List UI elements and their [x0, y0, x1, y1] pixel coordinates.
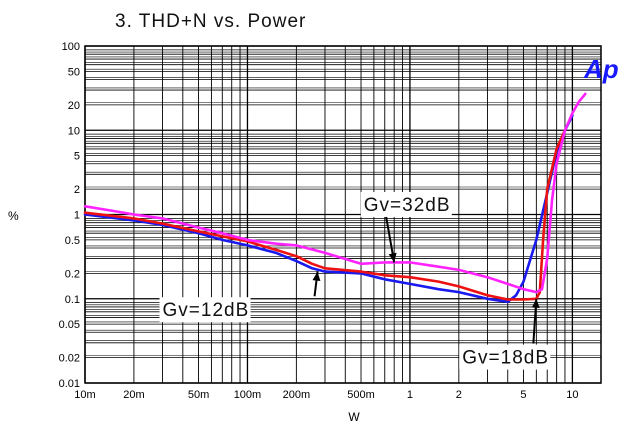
- annotation-label: Gv=32dB: [364, 195, 451, 216]
- x-tick-label: 100m: [234, 389, 262, 401]
- y-tick-label: 0.5: [65, 235, 80, 247]
- annotation-box: [159, 297, 251, 323]
- y-tick-label: 1: [74, 210, 80, 222]
- y-axis-label: %: [8, 209, 19, 223]
- y-tick-label: 50: [68, 66, 80, 78]
- series-group: [83, 92, 587, 304]
- annotation-arrowhead: [388, 252, 397, 263]
- y-tick-label: 0.01: [59, 378, 80, 390]
- y-tick-label: 2: [74, 184, 80, 196]
- annotation-label: Gv=18dB: [462, 348, 549, 369]
- annotation-arrowhead: [531, 298, 540, 308]
- x-axis-label: W: [348, 410, 360, 424]
- x-tick-label: 20m: [123, 389, 144, 401]
- y-tick-label: 0.05: [59, 319, 80, 331]
- annotation-arrowhead: [312, 271, 321, 281]
- x-tick-labels: 10m 20m 50m 100m 200m 500m 1 2 5 10: [74, 389, 578, 401]
- y-tick-label: 5: [74, 151, 80, 163]
- x-tick-label: 10: [566, 389, 578, 401]
- annotation-box: [360, 192, 452, 218]
- y-tick-label: 100: [62, 41, 80, 53]
- y-tick-label: 20: [68, 100, 80, 112]
- annotation-box: [459, 344, 551, 370]
- chart-title: 3. THD+N vs. Power: [115, 11, 306, 32]
- grid: [84, 45, 602, 384]
- series-line-2: [83, 92, 587, 294]
- annotation-label: Gv=12dB: [163, 300, 250, 321]
- x-tick-label: 1: [407, 389, 413, 401]
- x-tick-label: 500m: [347, 389, 375, 401]
- y-tick-label: 0.02: [59, 353, 80, 365]
- x-tick-label: 5: [520, 389, 526, 401]
- ap-logo: Ap: [583, 54, 619, 84]
- y-tick-labels: 100 50 20 10 5 2 1 0.5 0.2 0.1 0.05 0.02 0.01: [59, 41, 80, 390]
- y-tick-label: 0.2: [65, 268, 80, 280]
- annotations: Gv=32dB Gv=12dB Gv=18dB: [159, 192, 551, 370]
- y-tick-label: 10: [68, 125, 80, 137]
- x-tick-label: 2: [456, 389, 462, 401]
- series-line-1: [83, 129, 567, 301]
- x-tick-label: 10m: [74, 389, 95, 401]
- series-line-0: [83, 114, 574, 304]
- y-tick-label: 0.1: [65, 294, 80, 306]
- x-tick-label: 200m: [283, 389, 311, 401]
- x-tick-label: 50m: [188, 389, 209, 401]
